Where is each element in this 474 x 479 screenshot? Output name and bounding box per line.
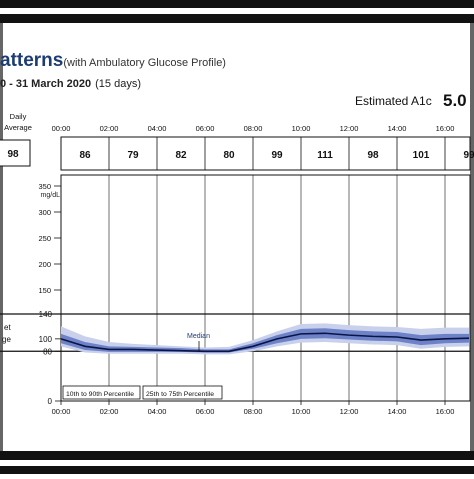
median-annotation: Median [187, 333, 210, 340]
top-border-2 [0, 14, 474, 23]
hourly-averages: 86 79 82 80 99 111 98 101 99 [79, 137, 474, 170]
lower-y-tick-label: 80 [43, 347, 52, 356]
bottom-time-label: 02:00 [100, 407, 119, 416]
upper-y-tick-label: 150 [38, 286, 51, 295]
lower-y-tick-label: 100 [39, 335, 53, 344]
top-time-label: 10:00 [292, 124, 311, 133]
bottom-time-label: 14:00 [388, 407, 407, 416]
unit-label: mg/dL [41, 192, 61, 199]
date-range: 0 - 31 March 2020 (15 days) [0, 78, 141, 90]
percentile-25-75-band [61, 328, 469, 353]
target-label-2: ge [2, 335, 11, 344]
lower-y-tick-label: 140 [39, 310, 53, 319]
hourly-average-value: 111 [317, 150, 333, 161]
x-axis-top: 00:00 02:00 04:00 06:00 08:00 10:00 12:00 14:00… [52, 124, 455, 133]
left-edge [0, 23, 3, 451]
top-time-label: 12:00 [340, 124, 359, 133]
x-axis-bottom: 00:00 02:00 04:00 06:00 08:00 10:00 12:00 14:00… [52, 401, 455, 416]
a1c-value: 5.0 [443, 91, 467, 110]
upper-y-tick-label: 250 [38, 234, 51, 243]
daily-label: Daily [10, 112, 27, 121]
vertical-gridlines [108, 175, 446, 401]
target-label-1: et [4, 323, 11, 332]
lower-y-axis: 140 100 80 0 [39, 310, 61, 406]
top-time-label: 00:00 [52, 124, 71, 133]
right-edge [470, 23, 474, 451]
daily-average-value: 98 [7, 149, 19, 160]
hourly-average-value: 99 [271, 150, 283, 161]
bottom-time-label: 12:00 [340, 407, 359, 416]
upper-y-tick-label: 350 [38, 182, 51, 191]
top-time-label: 04:00 [148, 124, 167, 133]
lower-y-tick-label: 0 [48, 397, 53, 406]
top-border [0, 0, 474, 8]
plot-frame [60, 174, 471, 402]
upper-y-tick-label: 200 [38, 260, 51, 269]
a1c-label: Estimated A1c [355, 94, 432, 108]
daily-average-box [0, 139, 31, 167]
top-time-label: 02:00 [100, 124, 119, 133]
report-title: atterns(with Ambulatory Glucose Profile) [0, 50, 226, 71]
hourly-average-value: 99 [463, 150, 474, 161]
hourly-average-value: 101 [413, 150, 430, 161]
average-label: Average [4, 123, 32, 132]
bottom-border-2 [0, 466, 474, 474]
legend-outer-label: 10th to 90th Percentile [66, 391, 134, 398]
median-line [60, 332, 470, 353]
hourly-average-value: 79 [127, 150, 139, 161]
hourly-average-value: 82 [175, 150, 187, 161]
upper-y-axis: 350 300 250 200 150 [38, 182, 61, 295]
bottom-time-label: 04:00 [148, 407, 167, 416]
hourly-averages-row [60, 136, 471, 171]
bottom-time-label: 10:00 [292, 407, 311, 416]
hourly-average-value: 80 [223, 150, 235, 161]
bottom-time-label: 16:00 [436, 407, 455, 416]
top-time-label: 06:00 [196, 124, 215, 133]
legend-inner-box [142, 385, 223, 400]
top-time-label: 16:00 [436, 124, 455, 133]
bottom-border [0, 451, 474, 460]
bottom-time-label: 08:00 [244, 407, 263, 416]
top-time-label: 08:00 [244, 124, 263, 133]
hourly-average-value: 98 [367, 150, 379, 161]
bottom-time-label: 00:00 [52, 407, 71, 416]
bottom-time-label: 06:00 [196, 407, 215, 416]
hourly-average-value: 86 [79, 150, 91, 161]
upper-y-tick-label: 300 [38, 208, 51, 217]
top-time-label: 14:00 [388, 124, 407, 133]
legend-inner-label: 25th to 75th Percentile [146, 391, 214, 398]
legend-outer-box [62, 385, 141, 400]
